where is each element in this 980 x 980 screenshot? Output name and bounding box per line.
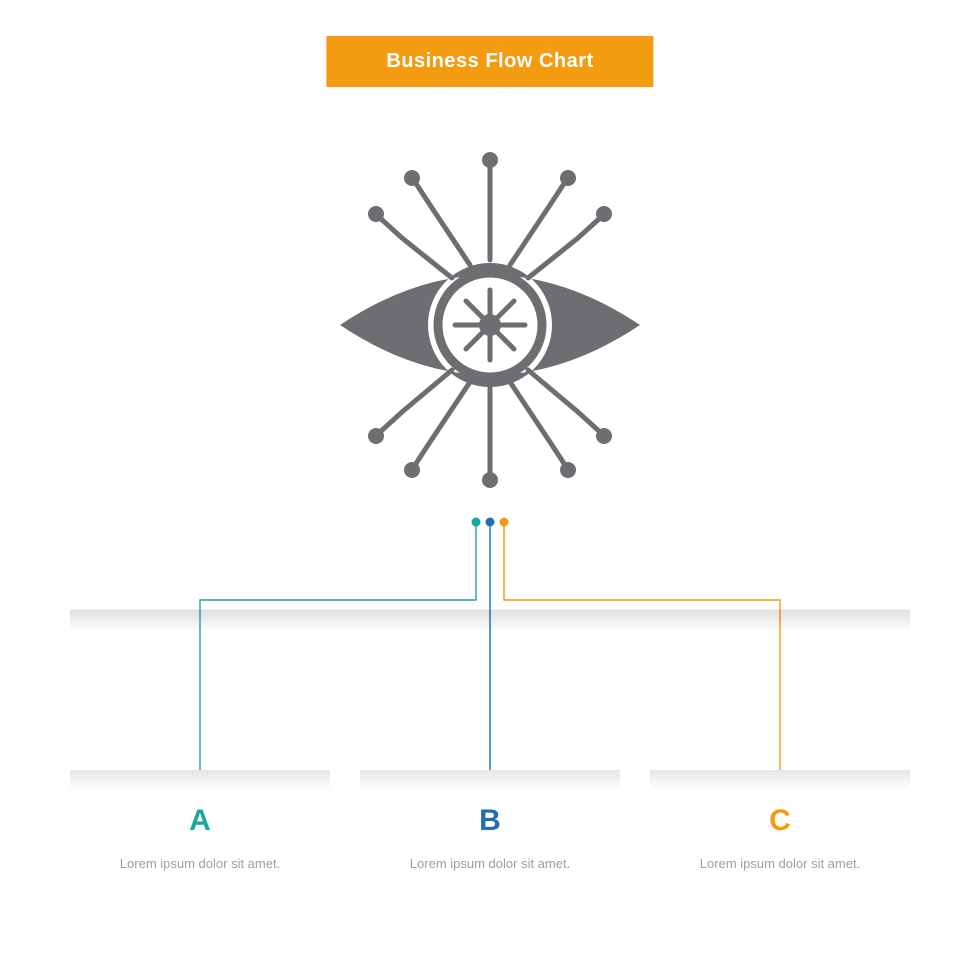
step-letter-c: C bbox=[680, 806, 880, 836]
step-cards: A Lorem ipsum dolor sit amet. B Lorem ip… bbox=[70, 770, 910, 940]
step-card-c: C Lorem ipsum dolor sit amet. bbox=[650, 770, 910, 940]
step-desc-a: Lorem ipsum dolor sit amet. bbox=[100, 854, 300, 874]
step-desc-c: Lorem ipsum dolor sit amet. bbox=[680, 854, 880, 874]
divider-shadow bbox=[70, 610, 910, 632]
step-letter-b: B bbox=[390, 806, 590, 836]
header-bar: Business Flow Chart bbox=[326, 36, 653, 87]
step-card-b: B Lorem ipsum dolor sit amet. bbox=[360, 770, 620, 940]
step-desc-b: Lorem ipsum dolor sit amet. bbox=[390, 854, 590, 874]
cyber-eye-icon bbox=[320, 130, 660, 510]
header-title: Business Flow Chart bbox=[386, 50, 593, 72]
step-letter-a: A bbox=[100, 806, 300, 836]
step-card-a: A Lorem ipsum dolor sit amet. bbox=[70, 770, 330, 940]
